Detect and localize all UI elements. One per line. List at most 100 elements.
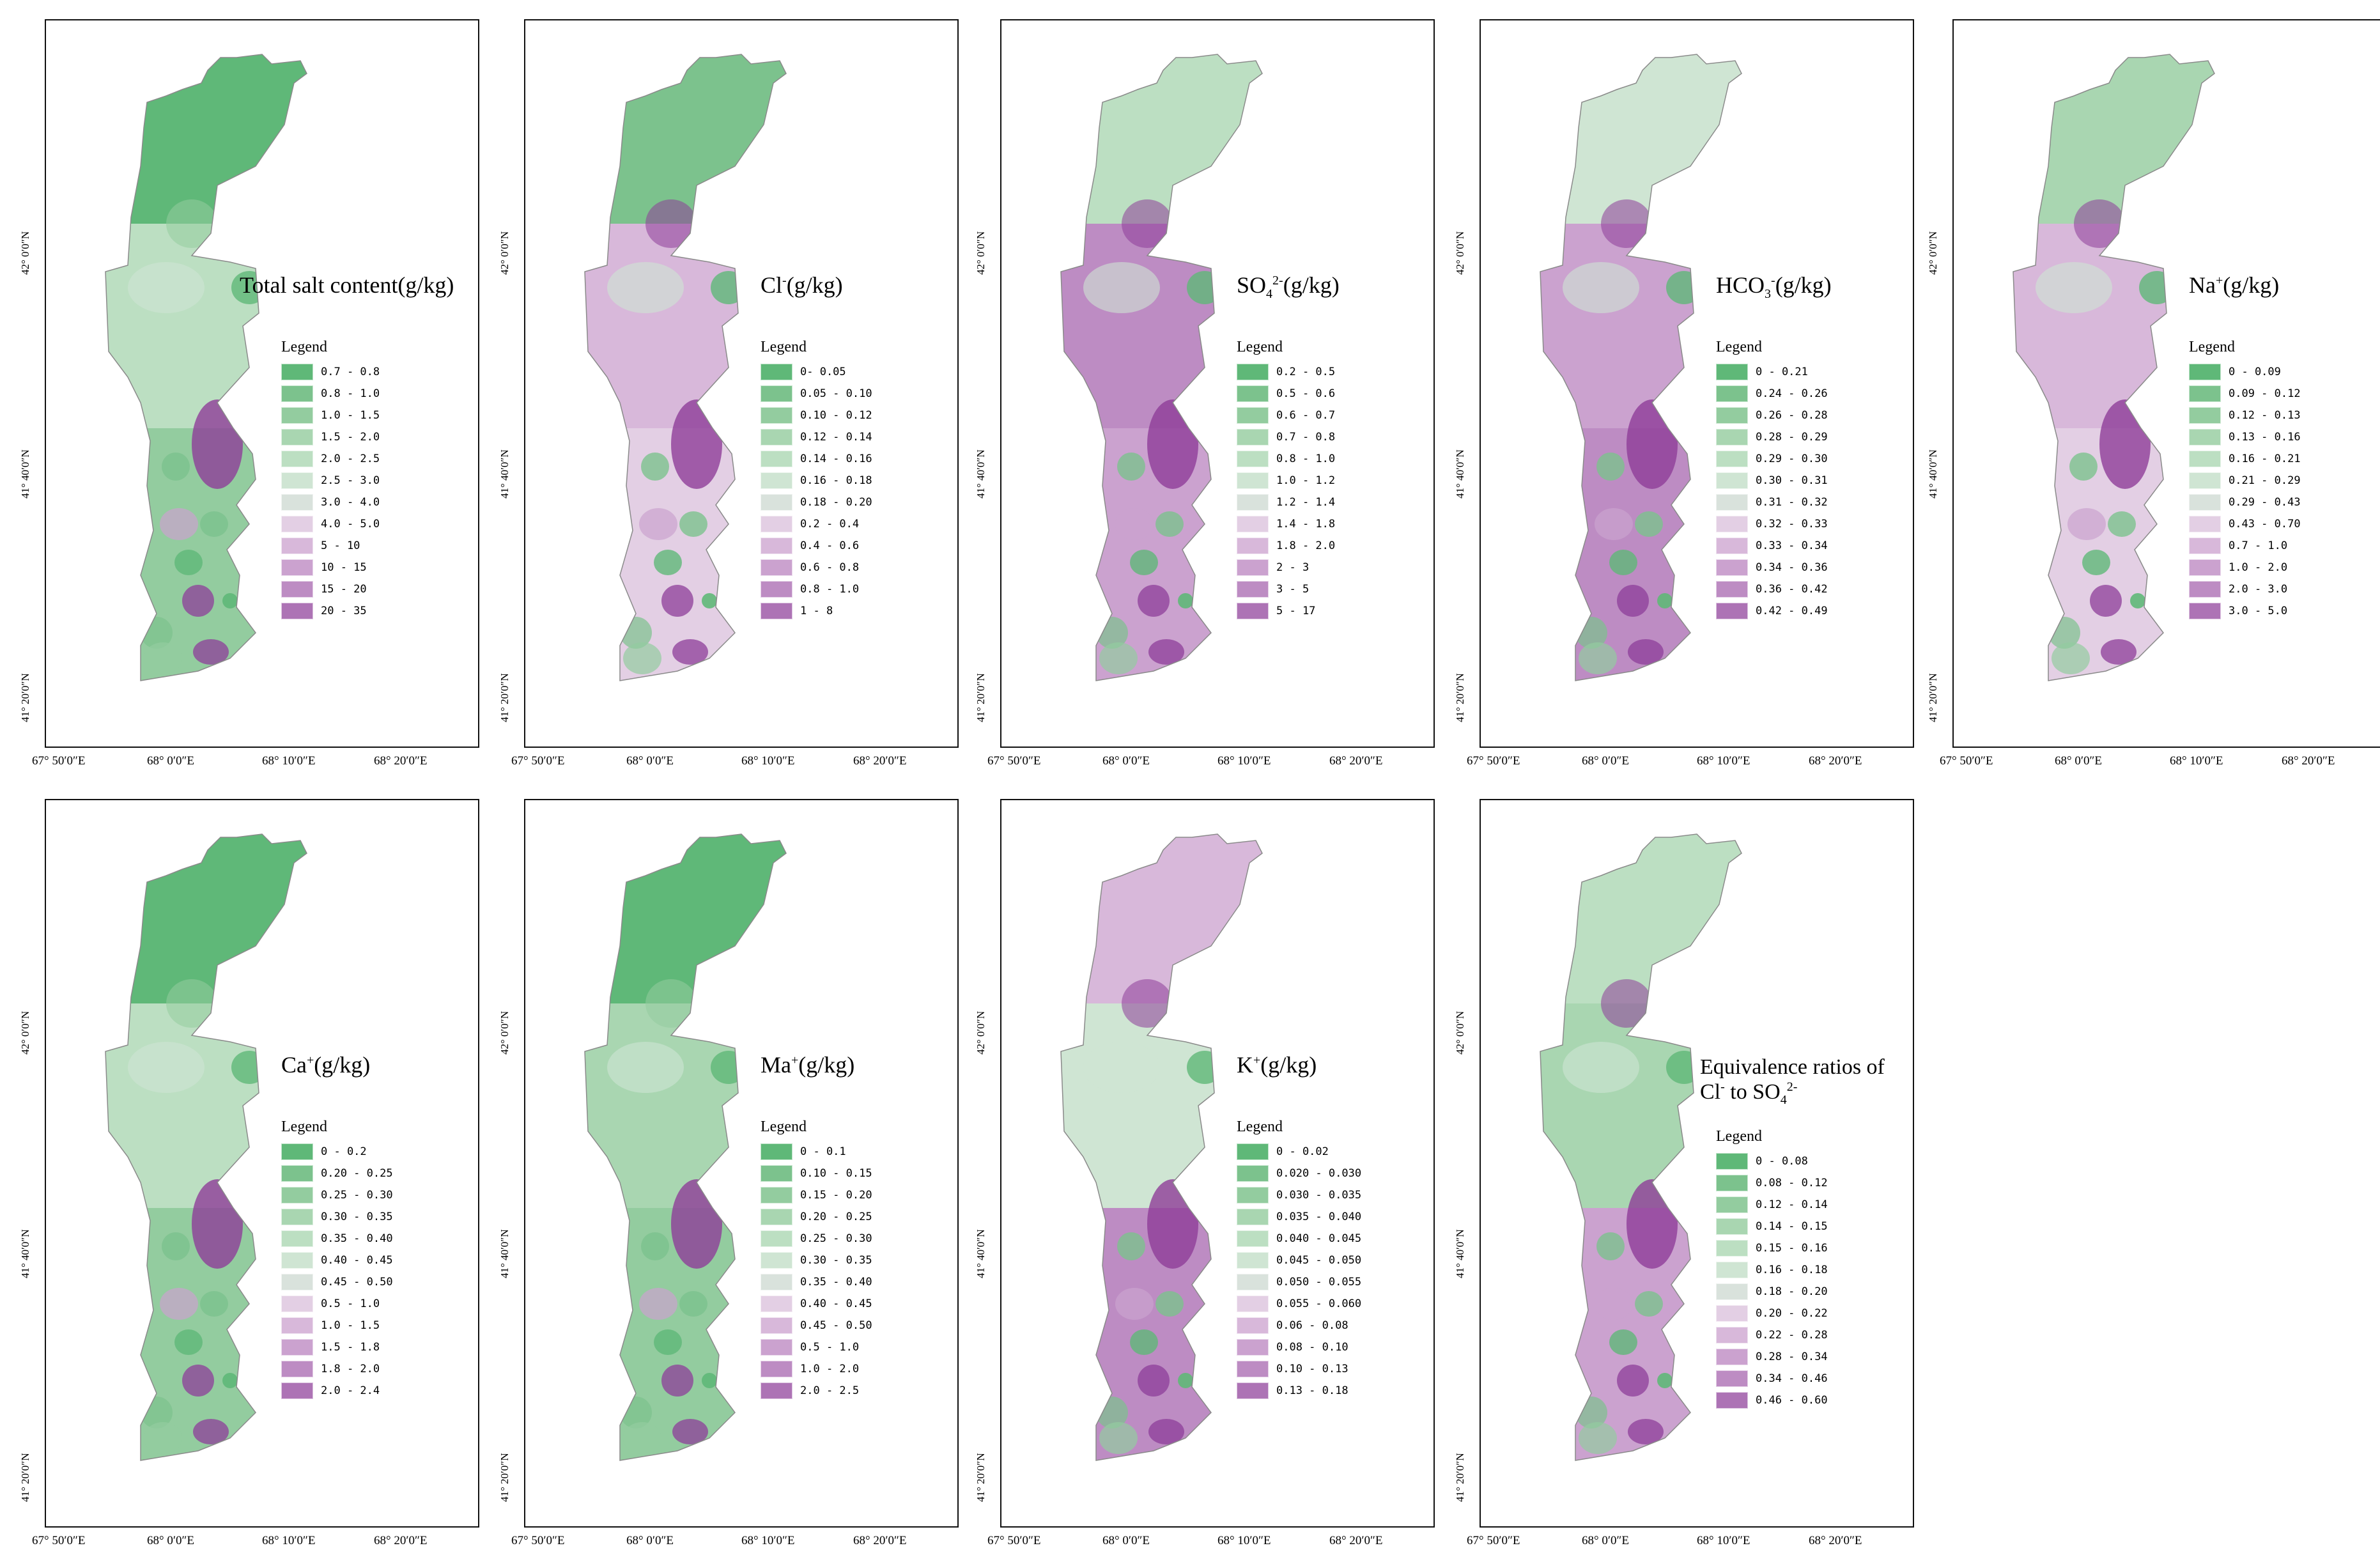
legend-item: 0.18 - 0.20 xyxy=(761,491,872,513)
panel-title: Ca+(g/kg) xyxy=(281,1052,371,1078)
legend-swatch xyxy=(761,1230,792,1247)
legend-swatch xyxy=(1716,1153,1748,1170)
legend-label: 0.020 - 0.030 xyxy=(1276,1167,1362,1180)
contour-blob xyxy=(641,1232,669,1260)
legend-item: 0.8 - 1.0 xyxy=(1237,448,1335,470)
legend-swatch xyxy=(281,1361,313,1377)
legend-label: 0.09 - 0.12 xyxy=(2229,387,2301,400)
y-tick-label: 42° 0′0″N xyxy=(975,231,987,275)
legend-item: 20 - 35 xyxy=(281,600,380,622)
legend-label: 0.7 - 0.8 xyxy=(321,366,380,378)
central-zone xyxy=(1061,224,1262,428)
legend-label: 0.8 - 1.0 xyxy=(321,387,380,400)
legend-label: 0 - 0.08 xyxy=(1756,1155,1808,1168)
region-outline xyxy=(584,833,787,1461)
central-zone xyxy=(585,224,786,428)
legend-item: 1.0 - 1.5 xyxy=(281,1315,393,1336)
contour-blob xyxy=(174,1329,203,1355)
legend-label: 0.34 - 0.36 xyxy=(1756,561,1828,574)
legend-item: 0.12 - 0.13 xyxy=(2189,405,2301,426)
legend-label: 0.5 - 1.0 xyxy=(800,1341,860,1354)
legend-label: 0.31 - 0.32 xyxy=(1756,496,1828,509)
x-tick-label: 68° 10′0″E xyxy=(262,1534,316,1547)
x-tick-label: 68° 10′0″E xyxy=(1217,754,1271,768)
contour-blob xyxy=(2052,642,2090,674)
contour-blob xyxy=(711,271,746,304)
legend-swatch xyxy=(1716,581,1748,598)
legend-swatch xyxy=(761,1209,792,1225)
legend-label: 0 - 0.09 xyxy=(2229,366,2281,378)
map-panel-k: K+(g/kg) Legend 0 - 0.02 0.020 - 0.030 0.030… xyxy=(975,799,1435,1547)
contour-blob xyxy=(2074,199,2125,248)
legend-label: 0.43 - 0.70 xyxy=(2229,518,2301,530)
legend-swatch xyxy=(2189,429,2221,445)
contour-blob xyxy=(623,642,661,674)
legend-swatch xyxy=(281,472,313,489)
panel-title: Cl-(g/kg) xyxy=(761,272,843,298)
y-tick-label: 42° 0′0″N xyxy=(19,231,31,275)
south-zone xyxy=(105,428,307,681)
legend-swatch xyxy=(1716,603,1748,619)
contour-blob xyxy=(1563,262,1639,313)
contour-blob xyxy=(607,1042,684,1093)
legend-label: 1.5 - 1.8 xyxy=(321,1341,380,1354)
legend: Legend 0 - 0.1 0.10 - 0.15 0.15 - 0.20 0.20 … xyxy=(761,1118,872,1402)
north-zone xyxy=(1540,54,1742,224)
contour-blob xyxy=(1178,593,1193,608)
legend-item: 0.6 - 0.7 xyxy=(1237,405,1335,426)
contour-blob xyxy=(1657,1373,1673,1388)
region-map xyxy=(1060,54,1263,681)
legend-item: 0 - 0.09 xyxy=(2189,361,2301,383)
legend-label: 0.045 - 0.050 xyxy=(1276,1254,1362,1267)
legend-label: 0.13 - 0.16 xyxy=(2229,431,2301,444)
legend-item: 5 - 10 xyxy=(281,535,380,557)
panel-title: K+(g/kg) xyxy=(1237,1052,1317,1078)
legend-swatch xyxy=(1716,1370,1748,1387)
legend-label: 0.40 - 0.45 xyxy=(321,1254,393,1267)
legend-item: 0.31 - 0.32 xyxy=(1716,491,1828,513)
legend-item: 0.10 - 0.13 xyxy=(1237,1358,1361,1380)
legend-item: 0.06 - 0.08 xyxy=(1237,1315,1361,1336)
y-tick-label: 41° 20′0″N xyxy=(19,673,31,722)
y-tick-label: 41° 40′0″N xyxy=(19,449,31,499)
legend-label: 0.40 - 0.45 xyxy=(800,1297,872,1310)
legend-label: 2.0 - 3.0 xyxy=(2229,583,2288,596)
legend-swatch xyxy=(281,1296,313,1312)
contour-blob xyxy=(144,642,182,674)
legend-item: 0.05 - 0.10 xyxy=(761,383,872,405)
x-tick-label: 67° 50′0″E xyxy=(987,1534,1041,1547)
south-zone xyxy=(1540,1208,1742,1460)
legend-label: 1.0 - 2.0 xyxy=(800,1363,860,1375)
legend-swatch xyxy=(1237,559,1269,576)
map-panel-ratio: Equivalence ratios of Cl- to SO42- Legend 0… xyxy=(1454,799,1914,1547)
north-zone xyxy=(1061,54,1262,224)
x-tick-label: 68° 10′0″E xyxy=(741,1534,795,1547)
legend-swatch xyxy=(1237,407,1269,424)
contour-blob xyxy=(2090,585,2122,617)
contour-blob xyxy=(1130,550,1158,575)
legend-item: 0.5 - 1.0 xyxy=(281,1293,393,1315)
legend-label: 0 - 0.1 xyxy=(800,1145,846,1158)
legend-item: 4.0 - 5.0 xyxy=(281,513,380,535)
legend-label: 0.30 - 0.31 xyxy=(1756,474,1828,487)
legend-item: 0.7 - 0.8 xyxy=(1237,426,1335,448)
y-tick-label: 41° 20′0″N xyxy=(19,1453,31,1502)
contour-blob xyxy=(607,262,684,313)
legend-item: 1.2 - 1.4 xyxy=(1237,491,1335,513)
legend-label: 3 - 5 xyxy=(1276,583,1310,596)
contour-blob xyxy=(654,1329,682,1355)
contour-blob xyxy=(2099,399,2151,489)
map-panel-na: Na+(g/kg) Legend 0 - 0.09 0.09 - 0.12 0.12 -… xyxy=(1927,19,2380,768)
contour-blob xyxy=(200,511,228,537)
legend-label: 0.4 - 0.6 xyxy=(800,539,860,552)
region-outline xyxy=(105,54,307,681)
contour-blob xyxy=(1117,453,1145,481)
legend-item: 2.0 - 3.0 xyxy=(2189,578,2301,600)
y-tick-label: 42° 0′0″N xyxy=(498,1010,511,1055)
legend-label: 0.030 - 0.035 xyxy=(1276,1189,1362,1202)
title-line-1: Equivalence ratios of xyxy=(1700,1055,1885,1079)
legend-item: 0.25 - 0.30 xyxy=(281,1184,393,1206)
y-tick-label: 41° 40′0″N xyxy=(1454,1229,1466,1278)
south-zone xyxy=(1061,428,1262,681)
x-tick-label: 67° 50′0″E xyxy=(32,754,86,768)
